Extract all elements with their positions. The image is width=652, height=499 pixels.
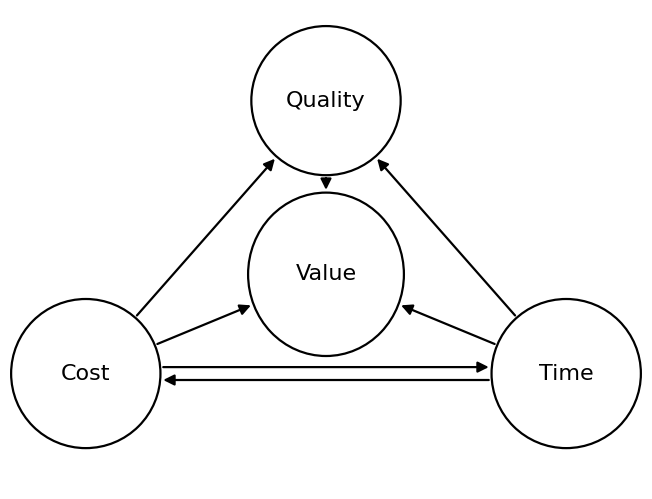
Text: Cost: Cost	[61, 364, 111, 384]
Ellipse shape	[11, 299, 160, 448]
Ellipse shape	[248, 193, 404, 356]
Text: Quality: Quality	[286, 91, 366, 111]
Ellipse shape	[251, 26, 401, 175]
Ellipse shape	[492, 299, 641, 448]
Text: Time: Time	[539, 364, 593, 384]
Text: Value: Value	[295, 264, 357, 284]
